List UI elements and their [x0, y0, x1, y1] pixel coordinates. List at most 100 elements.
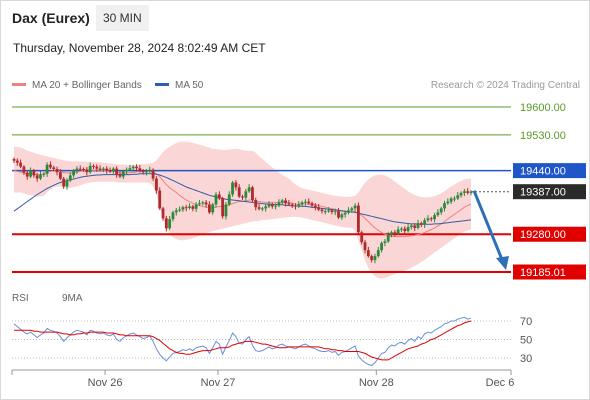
candle-body — [264, 206, 268, 209]
ma50-line — [13, 173, 472, 225]
candle-body — [178, 209, 181, 211]
level-label: 19185.01 — [520, 267, 566, 279]
rsi-tick-label: 30 — [520, 353, 532, 365]
candle-body — [310, 203, 314, 206]
candle-body — [241, 196, 244, 198]
x-tick-label: Nov 28 — [359, 377, 394, 389]
candle-body — [171, 212, 175, 220]
rsi-tick-label: 70 — [520, 316, 532, 328]
candle-body — [78, 168, 82, 170]
instrument-title: Dax (Eurex) — [12, 10, 90, 26]
candle-body — [307, 201, 311, 204]
candle-body — [22, 166, 26, 173]
candle-body — [12, 159, 16, 161]
candle-body — [151, 169, 155, 179]
candle-body — [383, 241, 387, 243]
ma20-swatch — [12, 82, 26, 86]
candle-body — [52, 167, 56, 170]
candle-body — [237, 187, 241, 197]
candle-body — [436, 212, 440, 216]
candle-body — [366, 250, 370, 257]
projection-arrow-shaft — [472, 190, 505, 263]
candle-body — [174, 210, 178, 213]
candle-body — [403, 228, 407, 232]
timestamp: Thursday, November 28, 2024 8:02:49 AM C… — [13, 41, 266, 55]
candle-body — [234, 182, 238, 188]
candle-body — [131, 166, 135, 169]
candle-body — [138, 168, 142, 171]
legend-ma50: MA 50 — [155, 80, 203, 91]
candle-body — [25, 172, 29, 177]
bollinger-band — [14, 141, 471, 279]
candle-body — [300, 202, 304, 205]
candle-body — [148, 169, 152, 172]
candle-body — [446, 201, 450, 204]
projection-arrow-head — [496, 256, 509, 270]
candle-body — [416, 223, 420, 228]
candle-body — [194, 204, 198, 209]
candle-body — [214, 194, 218, 205]
level-label-bg — [513, 163, 586, 179]
candle-body — [330, 210, 334, 212]
candle-body — [433, 215, 436, 220]
candle-body — [108, 170, 112, 172]
candle-body — [68, 175, 72, 181]
rsi-line — [13, 316, 472, 366]
candle-body — [19, 162, 23, 167]
candle-body — [164, 218, 168, 229]
candle-body — [353, 205, 357, 209]
candle-body — [128, 168, 132, 170]
level-label: 19280.00 — [520, 229, 566, 241]
candle-body — [267, 204, 271, 207]
candle-body — [65, 180, 69, 187]
ma50-swatch — [155, 82, 169, 86]
candle-body — [217, 194, 221, 199]
candle-body — [294, 205, 297, 207]
candle-body — [62, 178, 66, 187]
candle-body — [456, 195, 460, 199]
candle-body — [115, 168, 119, 175]
candle-body — [98, 168, 102, 170]
candle-body — [254, 200, 258, 208]
candle-body — [32, 170, 36, 176]
candle-body — [29, 170, 32, 177]
candle-body — [95, 166, 99, 169]
candle-body — [201, 202, 205, 204]
rsi-tick-label: 50 — [520, 335, 532, 347]
candle-body — [462, 191, 466, 193]
rsi-9ma-line — [14, 320, 472, 361]
candle-body — [191, 206, 195, 209]
candle-body — [161, 208, 165, 219]
candle-body — [184, 207, 188, 209]
candle-body — [85, 169, 89, 173]
legend-rsi: RSI — [12, 293, 29, 304]
candle-body — [363, 242, 367, 251]
level-label: 19600.00 — [520, 102, 566, 114]
candle-body — [251, 187, 254, 201]
candle-body — [327, 210, 331, 212]
candle-body — [75, 168, 79, 171]
x-tick-label: Nov 27 — [201, 377, 236, 389]
credit-text: Research © 2024 Trading Central — [430, 80, 580, 91]
candle-body — [118, 174, 122, 177]
timeframe-badge[interactable]: 30 MIN — [96, 5, 149, 31]
candle-body — [357, 205, 360, 233]
candle-body — [15, 160, 19, 163]
candle-body — [224, 204, 228, 217]
candle-body — [125, 169, 128, 172]
legend-9ma: 9MA — [62, 293, 83, 304]
candle-body — [400, 228, 403, 230]
candle-body — [453, 198, 456, 200]
candle-body — [333, 211, 337, 213]
candle-body — [221, 198, 225, 217]
candle-body — [121, 171, 125, 177]
candle-body — [386, 235, 390, 242]
candle-body — [317, 207, 321, 210]
candle-body — [154, 178, 158, 191]
candle-body — [227, 194, 231, 205]
level-labels: 19600.00 19530.00 19440.00 19387.00 19280.00… — [513, 102, 586, 280]
candle-body — [211, 204, 215, 213]
candle-body — [39, 174, 42, 179]
legend-ma50-label: MA 50 — [175, 80, 204, 91]
x-tick-label: Dec 6 — [486, 377, 515, 389]
